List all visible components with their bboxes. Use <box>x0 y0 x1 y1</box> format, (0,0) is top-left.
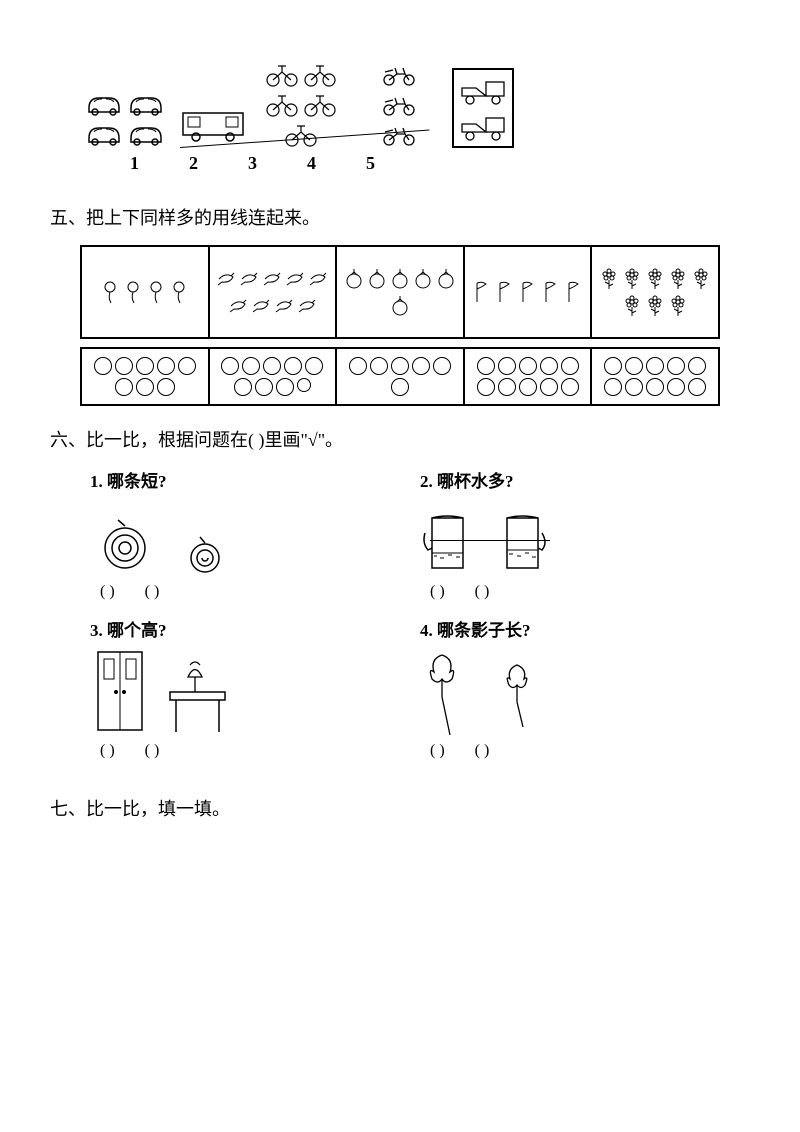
q2-b: ( ) <box>475 583 490 601</box>
cup-left-icon <box>420 508 475 578</box>
trucks-group <box>452 68 514 148</box>
circle-cell <box>465 349 593 404</box>
tree-shadow-short-icon <box>495 657 540 737</box>
num-4: 4 <box>307 153 316 174</box>
bus-group <box>178 103 248 148</box>
items-top-row <box>80 245 720 339</box>
vehicles-figure <box>50 60 750 148</box>
circle-cell <box>82 349 210 404</box>
q2-block: 2. 哪杯水多? ( ) ( ) <box>420 467 710 601</box>
cup-right-icon <box>495 508 550 578</box>
q4-block: 4. 哪条影子长? ( ) ( ) <box>420 616 710 760</box>
bikes-group <box>256 60 346 148</box>
circle-cell <box>592 349 718 404</box>
num-2: 2 <box>189 153 198 174</box>
q3-num: 3. <box>90 621 103 640</box>
q1-text: 哪条短? <box>107 472 167 491</box>
q1-block: 1. 哪条短? ( ) ( ) <box>90 467 380 601</box>
num-5: 5 <box>366 153 375 174</box>
numbers-row: 1 2 3 4 5 <box>50 153 750 174</box>
water-level-line <box>430 540 550 541</box>
q2-num: 2. <box>420 472 433 491</box>
cars-group <box>80 90 170 148</box>
q3-a: ( ) <box>100 742 115 760</box>
q4-text: 哪条影子长? <box>437 621 531 640</box>
section-7-title: 七、比一比，填一填。 <box>50 795 750 821</box>
circle-cell <box>210 349 338 404</box>
wardrobe-icon <box>90 647 150 737</box>
tree-shadow-long-icon <box>420 647 465 737</box>
q3-text: 哪个高? <box>107 621 167 640</box>
num-1: 1 <box>130 153 139 174</box>
flags-cell <box>465 247 593 337</box>
q3-block: 3. 哪个高? ( ) ( ) <box>90 616 380 760</box>
fish-cell <box>210 247 338 337</box>
balloons-cell <box>82 247 210 337</box>
q4-num: 4. <box>420 621 433 640</box>
section-6-title: 六、比一比，根据问题在( )里画"√"。 <box>50 426 750 452</box>
flowers-cell <box>592 247 718 337</box>
q1-num: 1. <box>90 472 103 491</box>
q4-b: ( ) <box>475 742 490 760</box>
circle-cell <box>337 349 465 404</box>
spiral-big-icon <box>90 518 160 578</box>
section-5-title: 五、把上下同样多的用线连起来。 <box>50 204 750 230</box>
q4-a: ( ) <box>430 742 445 760</box>
lamp-table-icon <box>160 657 235 737</box>
q1-b: ( ) <box>145 583 160 601</box>
spiral-small-icon <box>180 533 230 578</box>
q3-b: ( ) <box>145 742 160 760</box>
tomatoes-cell <box>337 247 465 337</box>
q2-a: ( ) <box>430 583 445 601</box>
q1-a: ( ) <box>100 583 115 601</box>
num-3: 3 <box>248 153 257 174</box>
circles-row <box>80 347 720 406</box>
q2-text: 哪杯水多? <box>437 472 514 491</box>
